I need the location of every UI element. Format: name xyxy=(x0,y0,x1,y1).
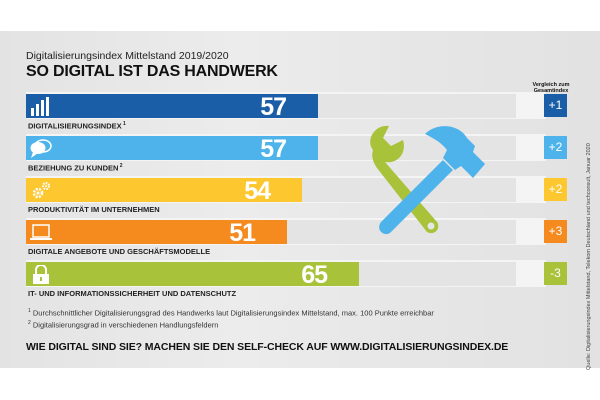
subtitle: Digitalisierungsindex Mittelstand 2019/2… xyxy=(26,50,229,62)
category-text: DIGITALISIERUNGSINDEX xyxy=(28,121,122,131)
category-label: BEZIEHUNG ZU KUNDEN 2 xyxy=(28,163,123,173)
category-text: BEZIEHUNG ZU KUNDEN xyxy=(28,163,119,173)
chart-row: 54 PRODUKTIVITÄT IM UNTERNEHMEN xyxy=(26,176,546,218)
bar: 57 xyxy=(26,93,318,121)
comparison-badge: -3 xyxy=(544,262,567,285)
footnote-2: 2 Digitalisierungsgrad in verschiedenen … xyxy=(28,320,218,330)
self-check-link[interactable]: WIE DIGITAL SIND SIE? MACHEN SIE DEN SEL… xyxy=(26,341,509,353)
comparison-header-line2: Gesamtindex xyxy=(533,88,569,94)
comparison-badge: +2 xyxy=(544,136,567,159)
bar-value-label: 51 xyxy=(229,219,256,247)
category-label: DIGITALISIERUNGSINDEX 1 xyxy=(28,121,126,131)
category-label: IT- UND INFORMATIONSSICHERHEIT UND DATEN… xyxy=(28,289,236,298)
tools-illustration xyxy=(370,125,485,235)
comparison-badge: +1 xyxy=(544,94,567,117)
bar-value-label: 54 xyxy=(244,177,271,205)
footnote-mark: 1 xyxy=(28,308,31,314)
footnote-text: Durchschnittlicher Digitalisierungsgrad … xyxy=(32,308,434,318)
padlock-icon xyxy=(30,264,52,284)
laptop-icon xyxy=(30,223,52,242)
category-text: IT- UND INFORMATIONSSICHERHEIT UND DATEN… xyxy=(28,289,237,298)
speech-bubbles-icon xyxy=(30,139,52,158)
bar: 65 xyxy=(26,261,359,289)
footnote-1: 1 Durchschnittlicher Digitalisierungsgra… xyxy=(28,308,434,318)
category-text: DIGITALE ANGEBOTE UND GESCHÄFTSMODELLE xyxy=(28,247,211,256)
bar: 51 xyxy=(26,219,287,247)
wrench-icon xyxy=(370,125,439,234)
footnote-mark: 2 xyxy=(28,320,31,326)
bar-value-label: 57 xyxy=(260,93,287,121)
gears-icon xyxy=(30,181,52,200)
category-text: PRODUKTIVITÄT IM UNTERNEHMEN xyxy=(28,205,160,214)
chart-row: 65 IT- UND INFORMATIONSSICHERHEIT UND DAT… xyxy=(26,260,546,302)
footnote-text: Digitalisierungsgrad in verschiedenen Ha… xyxy=(32,320,219,330)
bar-chart-icon xyxy=(30,97,52,116)
footnote-mark: 2 xyxy=(118,163,123,169)
bar-value-label: 57 xyxy=(260,135,287,163)
source-note: Quelle: Digitalisierungsindex Mittelstan… xyxy=(586,143,592,370)
hammer-icon xyxy=(379,126,485,235)
chart-title: SO DIGITAL IST DAS HANDWERK xyxy=(26,63,278,80)
comparison-header: Vergleich zum Gesamtindex xyxy=(528,82,574,94)
comparison-badge: +3 xyxy=(544,220,567,243)
bar: 57 xyxy=(26,135,318,163)
comparison-badge: +2 xyxy=(544,178,567,201)
category-label: DIGITALE ANGEBOTE UND GESCHÄFTSMODELLE xyxy=(28,247,210,256)
chart-row: 57 DIGITALISIERUNGSINDEX 1 xyxy=(26,92,546,134)
bar: 54 xyxy=(26,177,302,205)
category-label: PRODUKTIVITÄT IM UNTERNEHMEN xyxy=(28,205,160,214)
footnote-mark: 1 xyxy=(121,121,126,127)
comparison-header-line1: Vergleich zum xyxy=(532,82,570,88)
bar-value-label: 65 xyxy=(301,261,328,289)
